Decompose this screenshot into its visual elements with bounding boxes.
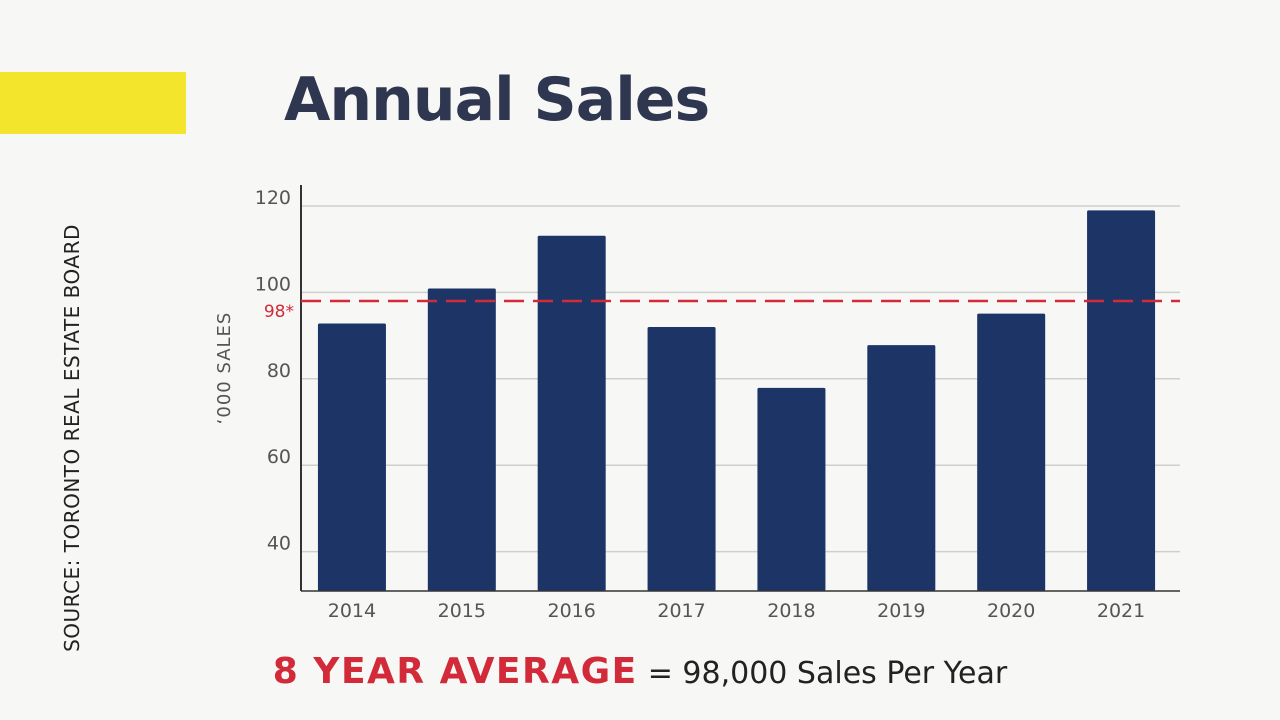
bar [757,387,826,591]
bar [647,326,716,591]
x-tick-label: 2018 [767,600,815,622]
bar [537,235,606,592]
x-tick-label: 2014 [328,600,376,622]
x-tick-label: 2019 [877,600,925,622]
x-tick-label: 2017 [657,600,705,622]
x-tick-label: 2021 [1097,600,1145,622]
bar [1087,210,1156,591]
footer-summary: 8 YEAR AVERAGE = 98,000 Sales Per Year [0,646,1280,705]
footer-highlight: 8 YEAR AVERAGE [272,651,638,692]
y-tick-label: 120 [255,187,291,209]
bar [977,313,1046,591]
y-axis-title: ‘000 SALES [214,312,235,425]
x-tick-label: 2015 [438,600,486,622]
bar [427,288,496,591]
y-tick-label: 40 [267,533,291,555]
bar [867,345,936,591]
average-label: 98* [264,302,294,322]
y-tick-label: 100 [255,273,291,295]
footer-text: = 98,000 Sales Per Year [647,656,1008,691]
page-title: Annual Sales [284,65,710,135]
x-tick-label: 2020 [987,600,1035,622]
bar [317,323,386,591]
x-tick-label: 2016 [548,600,596,622]
y-tick-label: 60 [267,446,291,468]
y-tick-label: 80 [267,360,291,382]
accent-bar [0,72,186,134]
